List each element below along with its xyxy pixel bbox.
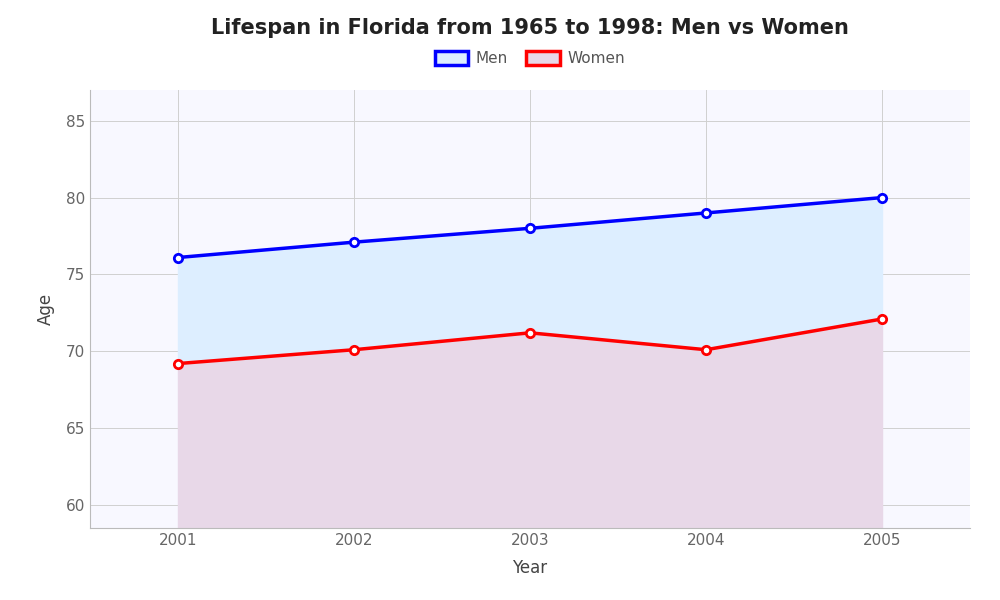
- X-axis label: Year: Year: [512, 559, 548, 577]
- Legend: Men, Women: Men, Women: [429, 45, 631, 73]
- Title: Lifespan in Florida from 1965 to 1998: Men vs Women: Lifespan in Florida from 1965 to 1998: M…: [211, 19, 849, 38]
- Y-axis label: Age: Age: [37, 293, 55, 325]
